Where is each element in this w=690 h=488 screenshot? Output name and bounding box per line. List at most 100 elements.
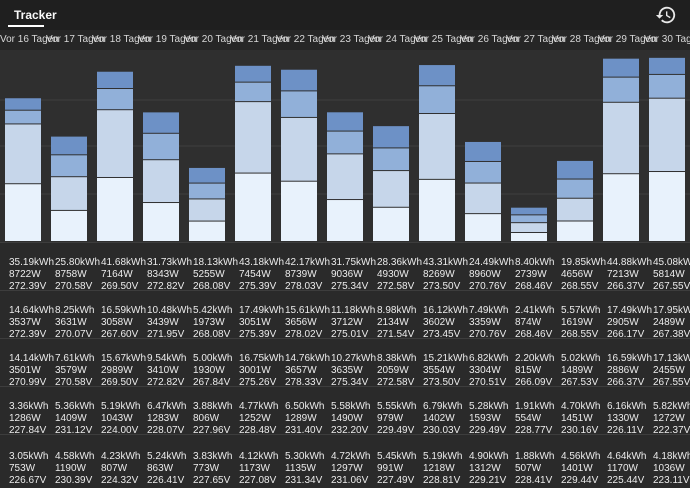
bar-segment[interactable] [419, 114, 455, 179]
table-cell: 10.48kWh 3439W 271.95V [147, 305, 193, 341]
history-button[interactable] [655, 4, 677, 26]
bar-segment[interactable] [511, 207, 547, 215]
cell-value: 1312W [469, 463, 501, 474]
bar-segment[interactable] [373, 207, 409, 241]
bar-segment[interactable] [603, 102, 639, 174]
cell-value: 6.82kWh [469, 353, 509, 364]
bar-segment[interactable] [51, 177, 87, 210]
cell-value: 3359W [469, 317, 501, 328]
cell-value: 806W [193, 413, 220, 424]
table-cell: 2.20kWh 815W 266.09V [515, 353, 561, 389]
table-cell: 5.02kWh 1489W 267.53V [561, 353, 607, 389]
cell-value: 275.39V [239, 281, 277, 292]
table-cell: 14.76kWh 3657W 278.33V [285, 353, 331, 389]
cell-value: 16.59kWh [607, 353, 653, 364]
table-cell: 4.58kWh 1190W 230.39V [55, 451, 101, 487]
bar-segment[interactable] [419, 179, 455, 241]
bar-segment[interactable] [143, 203, 179, 241]
bar-segment[interactable] [5, 110, 41, 124]
bar-segment[interactable] [465, 161, 501, 183]
bar-segment[interactable] [557, 198, 593, 221]
bar-segment[interactable] [235, 65, 271, 82]
cell-value: 3635W [331, 365, 363, 376]
bar-segment[interactable] [281, 117, 317, 181]
cell-value: 1.88kWh [515, 451, 555, 462]
table-cell: 4.56kWh 1401W 229.44V [561, 451, 607, 487]
cell-value: 3554W [423, 365, 455, 376]
bar-segment[interactable] [511, 223, 547, 233]
bar-segment[interactable] [419, 86, 455, 114]
bar-segment[interactable] [235, 173, 271, 241]
bar-segment[interactable] [327, 112, 363, 131]
bar-segment[interactable] [235, 82, 271, 102]
bar-segment[interactable] [603, 58, 639, 77]
bar-segment[interactable] [419, 65, 455, 86]
bar-segment[interactable] [557, 221, 593, 241]
bar-segment[interactable] [649, 172, 685, 241]
bar-segment[interactable] [97, 177, 133, 241]
cell-value: 5.02kWh [561, 353, 601, 364]
bar-segment[interactable] [511, 233, 547, 241]
cell-value: 28.36kWh [377, 257, 423, 268]
table-cell: 18.13kWh 5255W 268.08V [193, 257, 239, 293]
cell-value: 270.99V [9, 377, 47, 388]
bar-segment[interactable] [97, 89, 133, 110]
bar-segment[interactable] [603, 174, 639, 241]
bar-segment[interactable] [51, 210, 87, 241]
cell-value: 2886W [607, 365, 639, 376]
bar-segment[interactable] [281, 181, 317, 241]
cell-value: 3501W [9, 365, 41, 376]
bar-segment[interactable] [51, 155, 87, 177]
cell-value: 15.61kWh [285, 305, 331, 316]
bar-segment[interactable] [373, 126, 409, 148]
bar-segment[interactable] [281, 91, 317, 117]
bar-segment[interactable] [649, 98, 685, 172]
bar-segment[interactable] [97, 71, 133, 89]
bar-segment[interactable] [327, 131, 363, 154]
table-cell: 5.00kWh 1930W 267.84V [193, 353, 239, 389]
bar-segment[interactable] [373, 148, 409, 171]
bar-segment[interactable] [373, 171, 409, 207]
table-cell: 44.88kWh 7213W 266.37V [607, 257, 653, 293]
bar-segment[interactable] [5, 184, 41, 241]
cell-value: 1330W [607, 413, 639, 424]
table-cell: 42.17kWh 8739W 278.03V [285, 257, 331, 293]
bar-segment[interactable] [143, 112, 179, 133]
cell-value: 1.91kWh [515, 401, 555, 412]
cell-value: 5.24kWh [147, 451, 187, 462]
bar-segment[interactable] [465, 183, 501, 214]
bar-segment[interactable] [5, 98, 41, 110]
cell-value: 3602W [423, 317, 455, 328]
bar-segment[interactable] [465, 141, 501, 161]
table-cell: 5.82kWh 1272W 222.37V [653, 401, 690, 437]
bar-segment[interactable] [649, 74, 685, 98]
bar-segment[interactable] [281, 69, 317, 91]
cell-value: 5.45kWh [377, 451, 417, 462]
bar-segment[interactable] [143, 160, 179, 203]
bar-segment[interactable] [97, 110, 133, 177]
bar-segment[interactable] [557, 179, 593, 198]
cell-value: 2.20kWh [515, 353, 555, 364]
bar-segment[interactable] [51, 136, 87, 155]
bar-segment[interactable] [603, 77, 639, 102]
cell-value: 231.06V [331, 475, 369, 486]
bar-segment[interactable] [189, 167, 225, 183]
bar-segment[interactable] [189, 199, 225, 221]
bar-segment[interactable] [235, 102, 271, 173]
cell-value: 268.46V [515, 281, 553, 292]
cell-value: 991W [377, 463, 404, 474]
cell-value: 269.50V [101, 281, 139, 292]
bar-segment[interactable] [327, 200, 363, 241]
bar-segment[interactable] [143, 133, 179, 160]
bar-segment[interactable] [5, 124, 41, 184]
bar-segment[interactable] [649, 57, 685, 74]
cell-value: 14.76kWh [285, 353, 331, 364]
bar-segment[interactable] [189, 183, 225, 199]
bar-segment[interactable] [465, 214, 501, 241]
cell-value: 272.58V [377, 281, 415, 292]
bar-segment[interactable] [189, 221, 225, 241]
bar-segment[interactable] [327, 154, 363, 200]
bar-segment[interactable] [557, 160, 593, 179]
bar-segment[interactable] [511, 215, 547, 223]
cell-value: 44.88kWh [607, 257, 653, 268]
